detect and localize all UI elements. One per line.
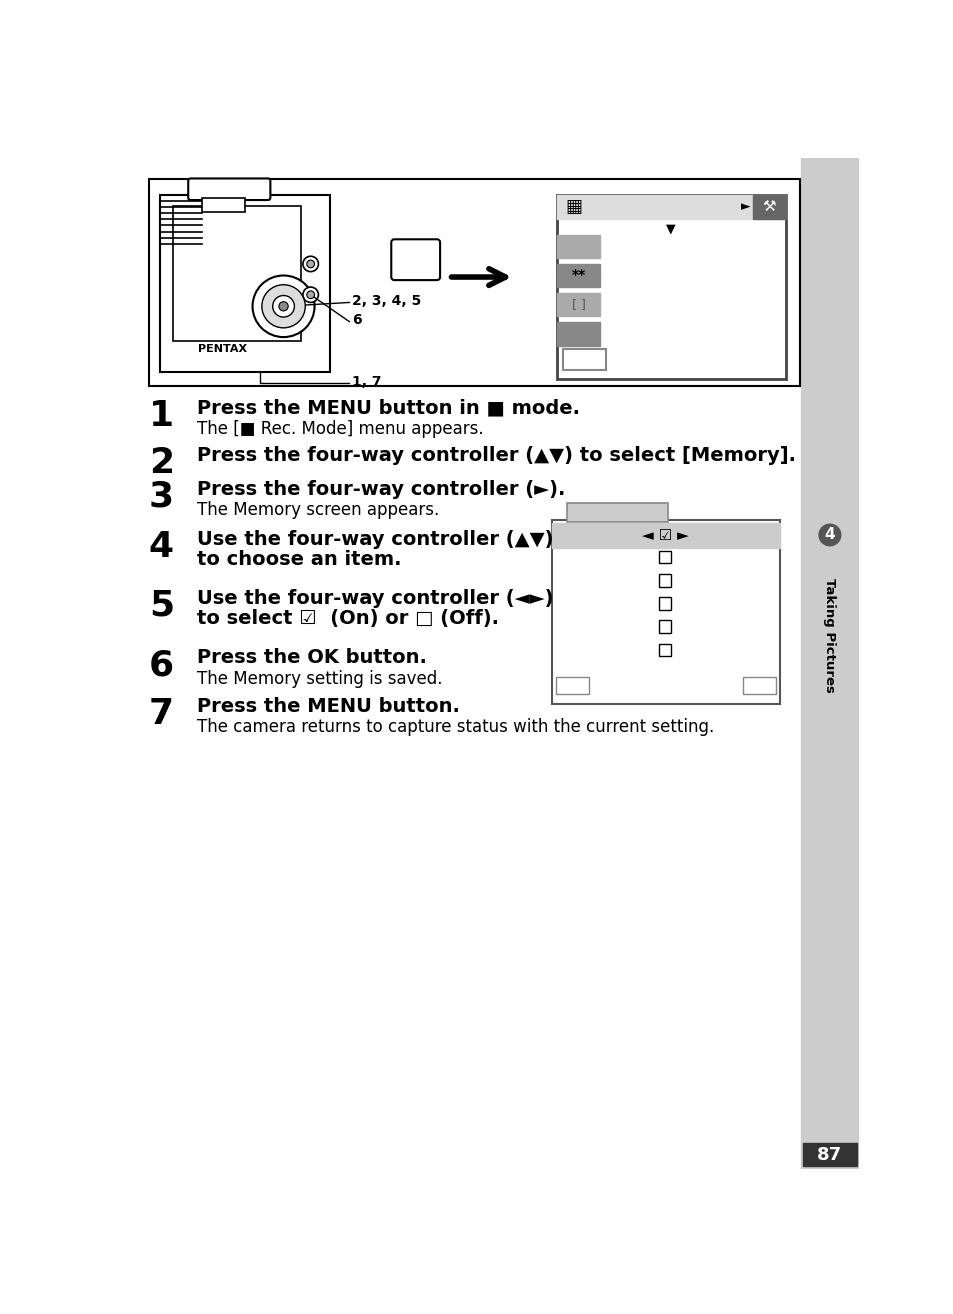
Text: to choose an item.: to choose an item.: [196, 549, 401, 569]
Text: ▼: ▼: [557, 682, 565, 692]
Bar: [551, 523, 780, 548]
Bar: [802, 1143, 856, 1167]
Bar: [753, 194, 785, 219]
Text: Press the four-way controller (►).: Press the four-way controller (►).: [196, 480, 564, 498]
Text: The Memory setting is saved.: The Memory setting is saved.: [196, 670, 442, 687]
Text: 4: 4: [149, 530, 173, 564]
Text: Press the four-way controller (▲▼) to select [Memory].: Press the four-way controller (▲▼) to se…: [196, 447, 795, 465]
Text: to select ☑  (On) or □ (Off).: to select ☑ (On) or □ (Off).: [196, 608, 498, 628]
Circle shape: [307, 260, 314, 268]
Text: 1: 1: [149, 398, 173, 432]
Circle shape: [303, 286, 318, 302]
Text: [ ]: [ ]: [571, 298, 585, 311]
Bar: [159, 194, 330, 372]
Bar: [658, 620, 670, 633]
Circle shape: [278, 302, 288, 311]
Circle shape: [303, 256, 318, 272]
Text: The [■ Rec. Mode] menu appears.: The [■ Rec. Mode] menu appears.: [196, 420, 483, 439]
Text: ◄ ☑ ►: ◄ ☑ ►: [641, 528, 688, 543]
Bar: [557, 264, 599, 286]
Text: 4: 4: [823, 527, 835, 543]
Text: The camera returns to capture status with the current setting.: The camera returns to capture status wit…: [196, 719, 713, 736]
Bar: [658, 551, 670, 564]
Text: ▼: ▼: [665, 222, 675, 235]
Text: 87: 87: [817, 1146, 841, 1164]
Bar: [202, 198, 245, 213]
Text: 2: 2: [149, 447, 173, 481]
Text: Press the OK button.: Press the OK button.: [196, 648, 426, 668]
Bar: [801, 158, 858, 1169]
Circle shape: [307, 290, 314, 298]
Circle shape: [273, 296, 294, 317]
Text: 3: 3: [149, 480, 173, 514]
Text: Press the MENU button in ■ mode.: Press the MENU button in ■ mode.: [196, 398, 579, 418]
Text: 6: 6: [149, 648, 173, 682]
Circle shape: [253, 276, 314, 338]
Text: 6: 6: [352, 313, 361, 327]
Bar: [149, 179, 799, 385]
Text: 2, 3, 4, 5: 2, 3, 4, 5: [352, 294, 420, 307]
FancyBboxPatch shape: [188, 179, 270, 200]
Bar: [658, 644, 670, 656]
Bar: [557, 194, 785, 380]
Bar: [556, 677, 588, 694]
Bar: [173, 206, 301, 340]
Bar: [562, 348, 605, 371]
Text: ⚒: ⚒: [761, 200, 776, 214]
Text: Use the four-way controller (▲▼): Use the four-way controller (▲▼): [196, 530, 553, 548]
Bar: [742, 677, 775, 694]
Text: ▦: ▦: [565, 198, 582, 215]
Circle shape: [819, 524, 840, 545]
Text: 7: 7: [149, 696, 173, 731]
Text: 5: 5: [149, 589, 173, 623]
Text: 1, 7: 1, 7: [352, 374, 381, 389]
Circle shape: [261, 285, 305, 328]
Bar: [658, 574, 670, 586]
Bar: [557, 235, 599, 258]
Text: Taking Pictures: Taking Pictures: [822, 578, 836, 692]
Bar: [557, 194, 785, 219]
Text: PENTAX: PENTAX: [198, 344, 247, 353]
Bar: [557, 293, 599, 317]
Text: Use the four-way controller (◄►): Use the four-way controller (◄►): [196, 589, 553, 608]
FancyBboxPatch shape: [391, 239, 439, 280]
Bar: [557, 322, 599, 346]
Bar: [551, 519, 780, 704]
Text: Press the MENU button.: Press the MENU button.: [196, 696, 459, 716]
Text: **: **: [571, 268, 585, 283]
Bar: [567, 503, 667, 522]
Text: The Memory screen appears.: The Memory screen appears.: [196, 501, 438, 519]
Text: ►: ►: [740, 201, 749, 213]
Bar: [658, 598, 670, 610]
